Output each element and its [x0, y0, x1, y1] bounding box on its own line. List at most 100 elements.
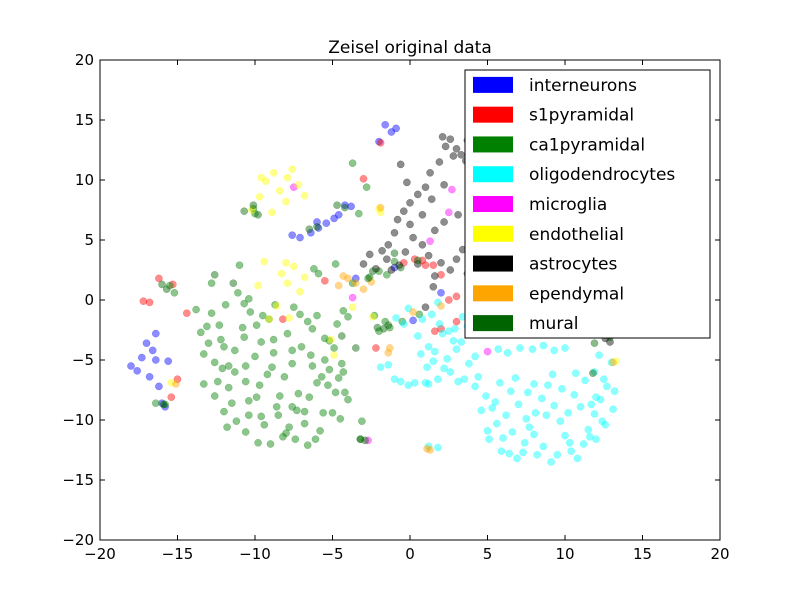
point-ca1pyramidal-52	[293, 406, 301, 415]
series-microglia	[289, 183, 492, 445]
point-endothelial-2	[261, 177, 270, 186]
point-microglia-3	[444, 208, 453, 217]
point-oligodendrocytes-78	[553, 450, 562, 459]
point-astrocytes-22	[446, 266, 455, 274]
point-ca1pyramidal-92	[348, 279, 357, 288]
point-oligodendrocytes-6	[396, 377, 405, 386]
y-tick-label-2: −10	[62, 411, 94, 429]
point-ca1pyramidal-73	[165, 281, 174, 290]
point-astrocytes-6	[441, 142, 450, 151]
point-oligodendrocytes-46	[494, 345, 503, 354]
point-oligodendrocytes-73	[497, 447, 506, 456]
point-ca1pyramidal-54	[317, 372, 326, 381]
point-endothelial-26	[375, 204, 383, 213]
point-astrocytes-20	[424, 251, 433, 260]
point-s1pyramidal-3	[168, 280, 177, 289]
point-ca1pyramidal-94	[415, 310, 424, 319]
point-ca1pyramidal-31	[296, 310, 304, 319]
point-ca1pyramidal-107	[223, 423, 231, 432]
point-interneurons-7	[155, 382, 163, 391]
point-oligodendrocytes-36	[533, 450, 541, 459]
point-ca1pyramidal-66	[348, 159, 357, 168]
point-ca1pyramidal-123	[220, 342, 228, 351]
point-ca1pyramidal-72	[161, 400, 169, 409]
point-endothelial-6	[288, 165, 297, 174]
point-astrocytes-1	[446, 135, 455, 144]
point-ca1pyramidal-74	[170, 288, 179, 297]
point-ca1pyramidal-86	[382, 270, 391, 279]
point-endothelial-4	[275, 186, 284, 195]
point-mural-9	[158, 280, 166, 289]
point-mural-14	[384, 321, 393, 330]
point-endothelial-8	[300, 191, 309, 200]
point-s1pyramidal-17	[452, 317, 461, 326]
point-ca1pyramidal-69	[358, 417, 366, 426]
point-ca1pyramidal-12	[275, 392, 284, 400]
point-astrocytes-18	[409, 233, 417, 242]
point-ca1pyramidal-7	[244, 396, 253, 405]
point-mural-15	[379, 324, 388, 333]
series-interneurons	[127, 120, 484, 411]
point-mural-26	[229, 279, 238, 288]
point-astrocytes-10	[413, 190, 422, 199]
point-oligodendrocytes-43	[550, 346, 559, 355]
point-ca1pyramidal-83	[375, 327, 383, 336]
point-oligodendrocytes-108	[610, 387, 619, 396]
point-astrocytes-13	[393, 215, 402, 224]
point-oligodendrocytes-68	[404, 304, 413, 313]
point-ependymal-9	[423, 444, 431, 453]
point-oligodendrocytes-0	[418, 315, 427, 324]
point-ca1pyramidal-29	[271, 300, 279, 309]
point-ca1pyramidal-95	[331, 260, 340, 268]
point-ependymal-10	[172, 380, 180, 388]
point-oligodendrocytes-35	[547, 458, 555, 466]
point-ca1pyramidal-85	[375, 267, 383, 276]
point-ca1pyramidal-67	[362, 183, 371, 192]
point-astrocytes-46	[413, 260, 422, 268]
point-astrocytes-14	[390, 228, 399, 237]
y-tick-label-4: 0	[84, 291, 94, 309]
point-ca1pyramidal-97	[192, 305, 200, 314]
point-astrocytes-42	[382, 255, 391, 264]
point-oligodendrocytes-42	[539, 341, 548, 350]
series-ca1pyramidal	[151, 159, 424, 450]
point-s1pyramidal-8	[320, 276, 329, 285]
y-tick-label-6: 10	[75, 171, 94, 189]
point-interneurons-14	[306, 228, 315, 237]
point-interneurons-29	[437, 288, 445, 297]
point-astrocytes-47	[430, 272, 439, 280]
point-endothelial-25	[376, 208, 385, 217]
point-oligodendrocytes-2	[438, 329, 447, 338]
point-mural-16	[373, 323, 382, 332]
point-oligodendrocytes-63	[435, 320, 444, 328]
point-mural-13	[351, 344, 360, 352]
point-ca1pyramidal-15	[294, 389, 303, 398]
legend-label-microglia: microglia	[529, 195, 607, 215]
point-oligodendrocytes-9	[460, 375, 469, 384]
point-oligodendrocytes-88	[576, 402, 585, 411]
series-endothelial	[167, 165, 620, 387]
point-ca1pyramidal-79	[303, 317, 312, 326]
axes-layer: −20 −15 −10 −5 0 5 10 15 20 −20 −15 −10 −5 0 5 10 15 20	[62, 51, 729, 563]
point-mural-8	[361, 436, 369, 445]
point-oligodendrocytes-74	[508, 428, 517, 436]
point-ca1pyramidal-121	[224, 362, 233, 370]
point-ca1pyramidal-24	[207, 309, 216, 318]
point-astrocytes-40	[365, 250, 374, 259]
point-oligodendrocytes-97	[491, 398, 500, 406]
y-tick-label-7: 15	[75, 111, 94, 129]
point-ca1pyramidal-41	[291, 435, 300, 444]
point-s1pyramidal-14	[444, 296, 453, 304]
point-ca1pyramidal-60	[272, 402, 281, 411]
x-tick-label-5: 5	[483, 545, 493, 563]
point-endothelial-29	[282, 258, 290, 267]
point-oligodendrocytes-30	[596, 395, 605, 404]
point-oligodendrocytes-75	[519, 448, 527, 457]
legend-label-oligodendrocytes: oligodendrocytes	[529, 165, 675, 185]
point-ca1pyramidal-58	[244, 294, 253, 303]
point-interneurons-1	[133, 366, 142, 375]
point-endothelial-16	[300, 273, 309, 282]
series-mural	[158, 201, 614, 445]
point-microglia-6	[483, 347, 492, 356]
point-ca1pyramidal-112	[300, 407, 309, 416]
